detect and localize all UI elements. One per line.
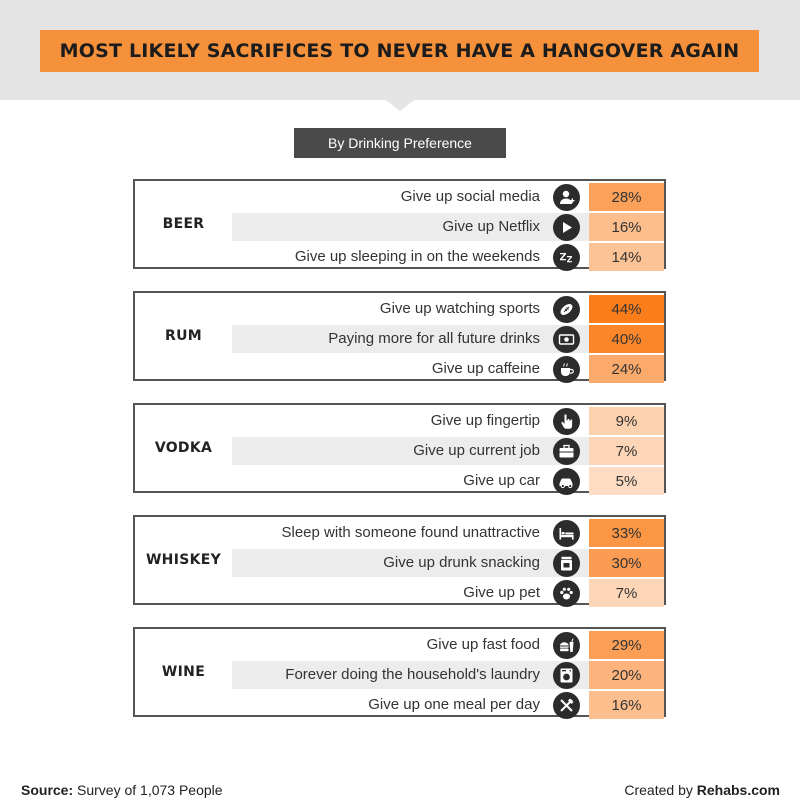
item-label: Give up sleeping in on the weekends: [294, 248, 540, 265]
credit-text: Created by: [624, 782, 693, 798]
item-label: Give up one meal per day: [368, 696, 540, 713]
group-label: WINE: [161, 664, 206, 680]
item-label: Give up pet: [463, 584, 540, 601]
item-label: Paying more for all future drinks: [328, 330, 540, 347]
table-row: Give up one meal per day 16%: [232, 690, 666, 720]
row-background: [232, 325, 589, 353]
table-row: Forever doing the household's laundry 20%: [232, 660, 666, 690]
group-label: WHISKEY: [145, 552, 222, 568]
item-label: Give up car: [463, 472, 540, 489]
briefcase-icon: [553, 438, 580, 465]
chart-title: MOST LIKELY SACRIFICES TO NEVER HAVE A H…: [59, 40, 740, 62]
item-label: Give up social media: [400, 188, 540, 205]
football-icon: [553, 296, 580, 323]
source-text: Survey of 1,073 People: [77, 782, 223, 798]
value-cell: 28%: [589, 183, 664, 211]
pointing-hand-icon: [553, 408, 580, 435]
row-background: [232, 213, 589, 241]
table-row: Give up pet 7%: [232, 578, 666, 608]
value-cell: 29%: [589, 631, 664, 659]
group-beer: BEER Give up social media 28% Give up Netfl…: [133, 179, 666, 272]
car-icon: [553, 468, 580, 495]
group-label: VODKA: [154, 440, 213, 456]
sleep-zzz-icon: [553, 244, 580, 271]
table-row: Paying more for all future drinks 40%: [232, 324, 666, 354]
group-vodka: VODKA Give up fingertip 9% Give up current …: [133, 403, 666, 496]
group-rum: RUM Give up watching sports 44% Paying more…: [133, 291, 666, 384]
item-label: Give up watching sports: [379, 300, 540, 317]
source-label: Source:: [21, 782, 74, 798]
value-cell: 7%: [589, 437, 664, 465]
table-row: Give up caffeine 24%: [232, 354, 666, 384]
item-label: Give up fingertip: [430, 412, 540, 429]
user-add-icon: [553, 184, 580, 211]
snack-jar-icon: [553, 550, 580, 577]
table-row: Give up fast food 29%: [232, 630, 666, 660]
table-row: Give up car 5%: [232, 466, 666, 496]
credit-brand: Rehabs.com: [696, 782, 780, 798]
item-label: Give up drunk snacking: [383, 554, 540, 571]
credit-note: Created by Rehabs.com: [624, 782, 780, 798]
item-label: Sleep with someone found unattractive: [281, 524, 541, 541]
paw-icon: [553, 580, 580, 607]
value-cell: 33%: [589, 519, 664, 547]
group-label: RUM: [165, 328, 202, 344]
play-icon: [553, 214, 580, 241]
burger-drink-icon: [553, 632, 580, 659]
washing-machine-icon: [553, 662, 580, 689]
item-label: Forever doing the household's laundry: [285, 666, 540, 683]
value-cell: 7%: [589, 579, 664, 607]
table-row: Give up drunk snacking 30%: [232, 548, 666, 578]
value-cell: 30%: [589, 549, 664, 577]
item-label: Give up caffeine: [431, 360, 540, 377]
value-cell: 44%: [589, 295, 664, 323]
value-cell: 24%: [589, 355, 664, 383]
row-background: [232, 437, 589, 465]
chart-subtitle: By Drinking Preference: [294, 128, 506, 158]
value-cell: 20%: [589, 661, 664, 689]
table-row: Give up Netflix 16%: [232, 212, 666, 242]
value-cell: 14%: [589, 243, 664, 271]
fork-knife-icon: [553, 692, 580, 719]
value-cell: 9%: [589, 407, 664, 435]
bed-icon: [553, 520, 580, 547]
value-cell: 40%: [589, 325, 664, 353]
table-row: Give up sleeping in on the weekends 14%: [232, 242, 666, 272]
value-cell: 5%: [589, 467, 664, 495]
group-wine: WINE Give up fast food 29% Forever doing th…: [133, 627, 666, 720]
money-icon: [553, 326, 580, 353]
group-label: BEER: [162, 216, 205, 232]
value-cell: 16%: [589, 691, 664, 719]
table-row: Give up social media 28%: [232, 182, 666, 212]
item-label: Give up current job: [413, 442, 540, 459]
table-row: Give up current job 7%: [232, 436, 666, 466]
group-whiskey: WHISKEY Sleep with someone found unattrac…: [133, 515, 666, 608]
coffee-cup-icon: [553, 356, 580, 383]
row-background: [232, 661, 589, 689]
table-row: Give up fingertip 9%: [232, 406, 666, 436]
table-row: Sleep with someone found unattractive 33%: [232, 518, 666, 548]
value-cell: 16%: [589, 213, 664, 241]
header-pointer: [386, 100, 414, 111]
row-background: [232, 549, 589, 577]
source-note: Source: Survey of 1,073 People: [21, 782, 223, 798]
item-label: Give up fast food: [426, 636, 540, 653]
item-label: Give up Netflix: [442, 218, 540, 235]
title-banner: MOST LIKELY SACRIFICES TO NEVER HAVE A H…: [40, 30, 759, 72]
table-row: Give up watching sports 44%: [232, 294, 666, 324]
